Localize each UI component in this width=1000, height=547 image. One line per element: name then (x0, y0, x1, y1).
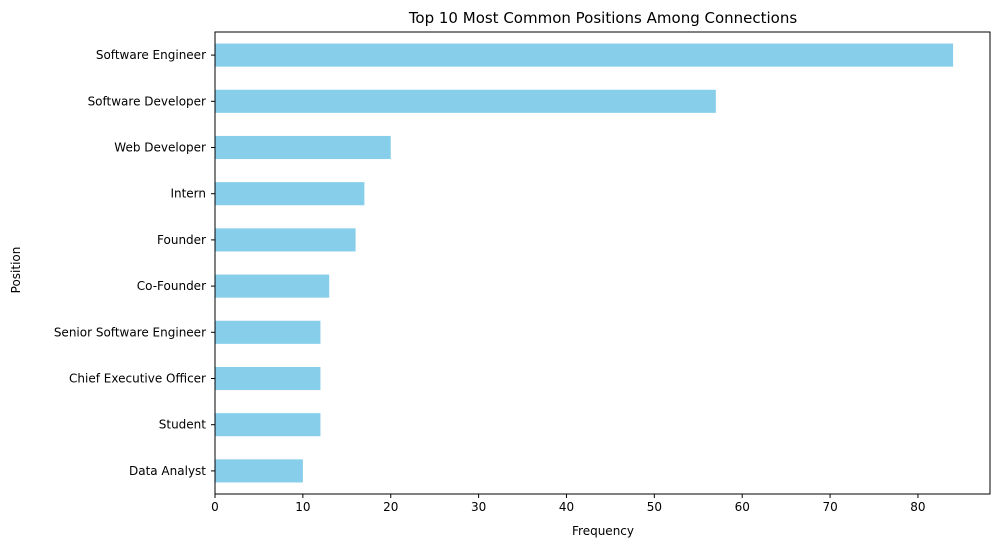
y-tick-label: Founder (157, 233, 206, 247)
bar (215, 274, 330, 298)
x-tick-label: 40 (559, 500, 574, 514)
x-tick-label: 50 (647, 500, 662, 514)
x-tick-label: 0 (211, 500, 219, 514)
chart-title: Top 10 Most Common Positions Among Conne… (408, 9, 798, 27)
x-axis-label: Frequency (572, 524, 634, 538)
bar (215, 366, 321, 391)
y-axis-label: Position (9, 247, 23, 294)
bar (215, 413, 321, 437)
bar (215, 182, 365, 206)
y-tick-label: Intern (170, 187, 206, 201)
bar (215, 43, 954, 67)
y-tick-label: Chief Executive Officer (69, 372, 206, 386)
y-tick-label: Web Developer (114, 141, 206, 155)
y-tick-label: Student (159, 418, 207, 432)
bar (215, 459, 303, 483)
y-tick-label: Software Engineer (96, 48, 206, 62)
bar (215, 320, 321, 344)
bar (215, 89, 716, 113)
x-tick-label: 30 (471, 500, 486, 514)
y-tick-label: Senior Software Engineer (54, 325, 206, 339)
axes-frame (214, 31, 991, 495)
x-tick-label: 80 (910, 500, 925, 514)
bar (215, 228, 356, 252)
plot-area: Software Engineer Software Developer Web D… (54, 31, 991, 514)
x-tick-label: 10 (295, 500, 310, 514)
y-tick-label: Software Developer (88, 94, 206, 108)
bar (215, 135, 391, 160)
x-tick-label: 60 (735, 500, 750, 514)
y-tick-label: Data Analyst (129, 464, 206, 478)
y-tick-label: Co-Founder (137, 279, 206, 293)
x-tick-label: 70 (822, 500, 837, 514)
x-tick-label: 20 (383, 500, 398, 514)
